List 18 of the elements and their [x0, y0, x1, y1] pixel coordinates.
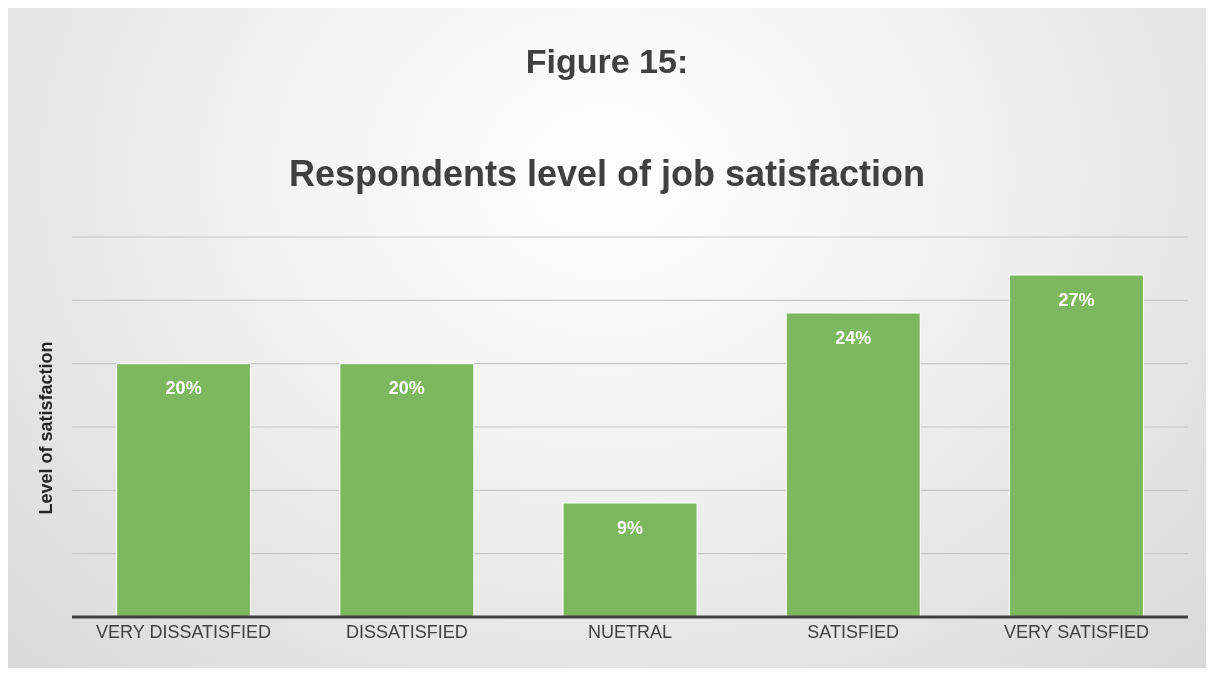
data-label: 9%: [617, 517, 644, 538]
x-tick-label: VERY DISSATISFIED: [96, 621, 272, 642]
x-tick-label: VERY SATISFIED: [1003, 621, 1149, 642]
chart-title: Figure 15:: [524, 42, 690, 81]
bar: [116, 363, 252, 617]
y-axis-title: Level of satisfaction: [35, 341, 57, 515]
bar: [339, 363, 475, 617]
data-label: 20%: [165, 378, 202, 399]
data-label: 27%: [1058, 289, 1095, 310]
chart-subtitle: Respondents level of job satisfaction: [287, 153, 927, 195]
x-tick-label: NUETRAL: [587, 621, 673, 642]
bar: [562, 502, 698, 617]
bar: [1008, 274, 1144, 617]
x-tick-label: SATISFIED: [807, 621, 900, 642]
data-label: 20%: [388, 378, 425, 399]
data-label: 24%: [835, 327, 872, 348]
bar: [785, 312, 921, 617]
x-tick-label: DISSATISFIED: [345, 621, 468, 642]
